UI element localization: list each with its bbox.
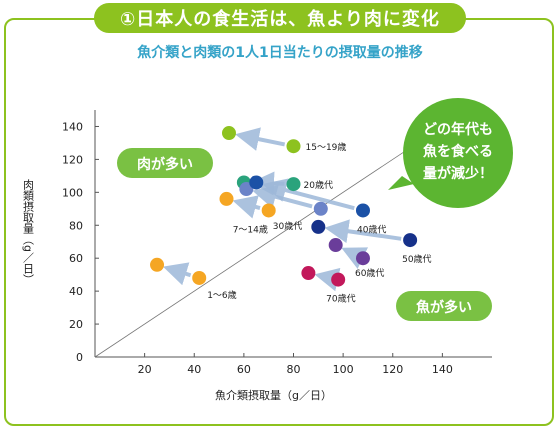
y-tick-label: 100 [62, 186, 83, 199]
data-point-from [355, 251, 370, 266]
x-tick-label: 120 [382, 363, 403, 376]
data-point-from [286, 139, 301, 154]
x-tick-label: 80 [287, 363, 301, 376]
data-point-to [301, 266, 316, 281]
data-point-from [261, 203, 276, 218]
y-tick-label: 120 [62, 153, 83, 166]
x-tick-label: 140 [432, 363, 453, 376]
y-tick-label: 60 [69, 252, 83, 265]
y-tick-label: 40 [69, 285, 83, 298]
y-tick-label: 0 [76, 351, 83, 364]
speech-bubble [403, 98, 513, 208]
series-label: 30歳代 [273, 220, 302, 232]
series-label: 7〜14歳 [233, 223, 268, 235]
x-tick-label: 20 [138, 363, 152, 376]
data-point-to [150, 257, 165, 272]
data-point-from [331, 272, 346, 287]
series-arrow [262, 178, 355, 211]
series-arrow [314, 267, 341, 292]
series-label: 20歳代 [304, 179, 333, 191]
series-arrow [341, 247, 369, 269]
data-point-from [313, 201, 328, 216]
meat-more-pill [117, 148, 213, 178]
series-arrow [232, 195, 261, 219]
series-label: 15〜19歳 [306, 141, 347, 153]
series-arrow [162, 262, 192, 286]
fish-more-label: 魚が多い [416, 299, 472, 316]
y-tick-label: 80 [69, 219, 83, 232]
speech-bubble-line: 魚を食べる [423, 143, 493, 160]
y-tick-label: 140 [62, 120, 83, 133]
chart-subtitle: 魚介類と肉類の1人1日当たりの摂取量の推移 [137, 45, 423, 61]
data-point-to [249, 175, 264, 190]
data-point-to [221, 126, 236, 141]
data-point-to [219, 191, 234, 206]
data-point-from [286, 177, 301, 192]
series-arrow [324, 219, 402, 244]
y-tick-label: 20 [69, 318, 83, 331]
speech-bubble-tail [388, 176, 414, 190]
series-arrow [235, 127, 286, 151]
series-label: 70歳代 [326, 293, 355, 305]
data-point-from [192, 270, 207, 285]
fish-more-pill [396, 291, 492, 321]
x-tick-label: 40 [187, 363, 201, 376]
data-point-from [355, 203, 370, 218]
x-tick-label: 100 [333, 363, 354, 376]
chart-title: ①日本人の食生活は、魚より肉に変化 [120, 9, 440, 30]
speech-bubble-line: 量が減少！ [423, 165, 493, 182]
y-axis-label: 肉類摂取量（g／日） [22, 179, 35, 285]
data-point-to [239, 182, 254, 197]
speech-bubble-line: どの年代も [423, 121, 493, 138]
series-label: 50歳代 [402, 253, 431, 265]
data-point-to [328, 238, 343, 253]
title-banner: ①日本人の食生活は、魚より肉に変化 [94, 3, 466, 33]
meat-more-label: 肉が多い [137, 156, 193, 173]
x-axis-label: 魚介類摂取量（g／日） [215, 388, 332, 402]
x-tick-label: 60 [237, 363, 251, 376]
data-point-from [403, 233, 418, 248]
series-label: 60歳代 [355, 267, 384, 279]
series-label: 1〜6歳 [207, 289, 236, 301]
data-point-to [311, 219, 326, 234]
series-label: 40歳代 [357, 223, 386, 235]
